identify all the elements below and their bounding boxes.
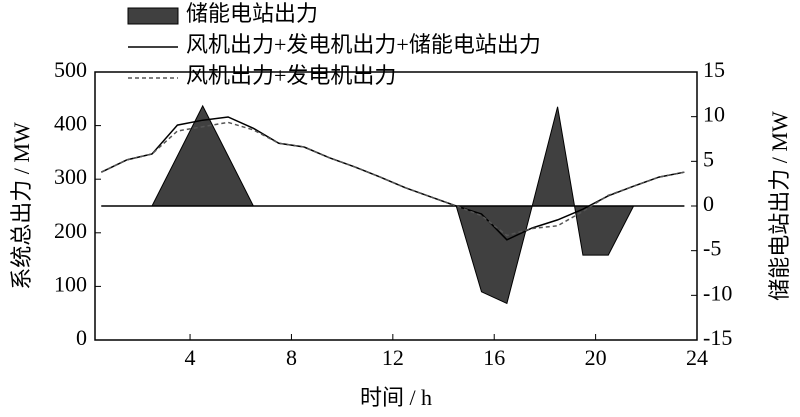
x-tick-label: 12	[382, 345, 404, 370]
y2-tick-label: -10	[703, 280, 732, 305]
y-tick-label: 300	[54, 164, 87, 189]
legend-label: 风机出力+发电机出力+储能电站出力	[186, 32, 541, 57]
y2-tick-label: 0	[703, 191, 714, 216]
legend-swatch	[127, 7, 179, 25]
y-tick-label: 400	[54, 111, 87, 136]
legend-label: 风机出力+发电机出力	[186, 63, 396, 88]
y2-axis-label: 储能电站出力 / MW	[767, 111, 792, 301]
y-axis-label: 系统总出力 / MW	[9, 122, 34, 290]
y2-tick-label: 5	[703, 146, 714, 171]
y-tick-label: 0	[76, 325, 87, 350]
y-tick-label: 500	[54, 57, 87, 82]
y2-tick-label: -5	[703, 236, 721, 261]
x-axis-label: 时间 / h	[360, 385, 432, 410]
x-tick-label: 20	[585, 345, 607, 370]
area	[101, 104, 685, 305]
y-tick-label: 100	[54, 271, 87, 296]
x-tick-label: 16	[483, 345, 505, 370]
x-tick-label: 24	[686, 345, 708, 370]
y2-tick-label: 10	[703, 102, 725, 127]
legend-label: 储能电站出力	[186, 1, 318, 26]
y2-tick-label: -15	[703, 325, 732, 350]
y-tick-label: 200	[54, 218, 87, 243]
x-tick-label: 8	[286, 345, 297, 370]
line	[100, 121, 685, 237]
y2-tick-label: 15	[703, 57, 725, 82]
x-tick-label: 4	[185, 345, 196, 370]
